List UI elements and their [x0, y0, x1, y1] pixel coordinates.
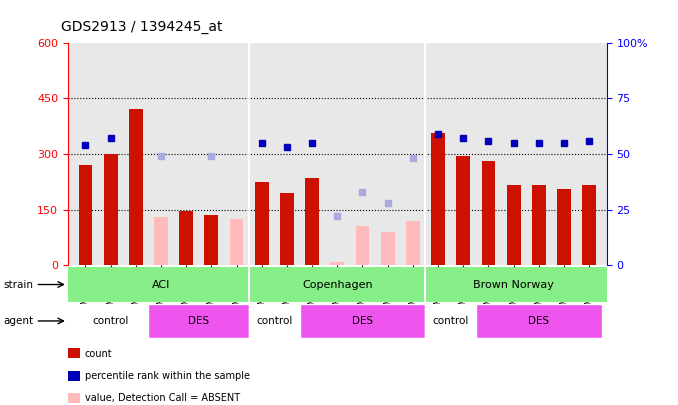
Bar [255, 182, 268, 265]
Text: value, Detection Call = ABSENT: value, Detection Call = ABSENT [85, 393, 240, 403]
Bar [406, 221, 420, 265]
Text: ACI: ACI [152, 279, 170, 290]
Bar [249, 304, 300, 338]
Bar [481, 161, 496, 265]
Text: strain: strain [3, 279, 33, 290]
Text: control: control [92, 316, 129, 326]
Bar [154, 217, 168, 265]
Bar [148, 304, 249, 338]
Text: control: control [256, 316, 292, 326]
Bar [79, 165, 92, 265]
Bar [506, 185, 521, 265]
Bar [426, 304, 476, 338]
Bar [476, 304, 602, 338]
Bar [179, 211, 193, 265]
Text: DES: DES [528, 316, 549, 326]
Text: DES: DES [188, 316, 210, 326]
Bar [431, 134, 445, 265]
Text: Brown Norway: Brown Norway [473, 279, 554, 290]
Text: percentile rank within the sample: percentile rank within the sample [85, 371, 250, 381]
Text: GDS2913 / 1394245_at: GDS2913 / 1394245_at [61, 20, 222, 34]
Text: agent: agent [3, 316, 33, 326]
Bar [230, 219, 243, 265]
Bar [330, 262, 344, 265]
Bar [532, 185, 546, 265]
Text: DES: DES [352, 316, 373, 326]
Bar [305, 178, 319, 265]
Bar [557, 189, 571, 265]
Bar [355, 226, 370, 265]
Bar [280, 193, 294, 265]
Bar [456, 156, 470, 265]
Text: control: control [433, 316, 468, 326]
Bar [300, 304, 426, 338]
Bar [73, 304, 148, 338]
Text: count: count [85, 349, 113, 358]
Bar [129, 109, 143, 265]
Bar [381, 232, 395, 265]
Text: Copenhagen: Copenhagen [302, 279, 373, 290]
Bar [205, 215, 218, 265]
Bar [104, 154, 117, 265]
Bar [582, 185, 596, 265]
